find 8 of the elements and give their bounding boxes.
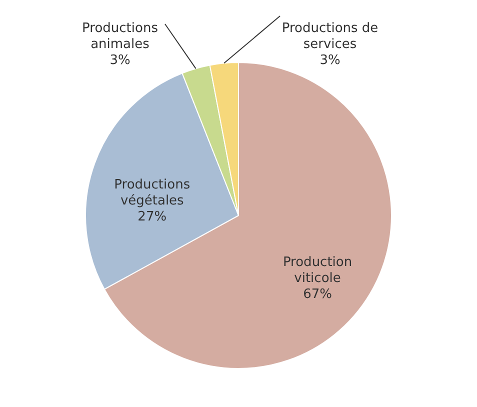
slice-label: Production viticole (282, 255, 352, 286)
data-label: 27% (138, 209, 167, 224)
slice-label: Productions animales (82, 21, 158, 52)
data-label: 3% (320, 53, 340, 68)
slice-label: Productions de services (282, 21, 378, 52)
data-label: 67% (303, 287, 332, 302)
slice-label: Productions végétales (114, 177, 190, 208)
data-label: 3% (110, 53, 130, 68)
